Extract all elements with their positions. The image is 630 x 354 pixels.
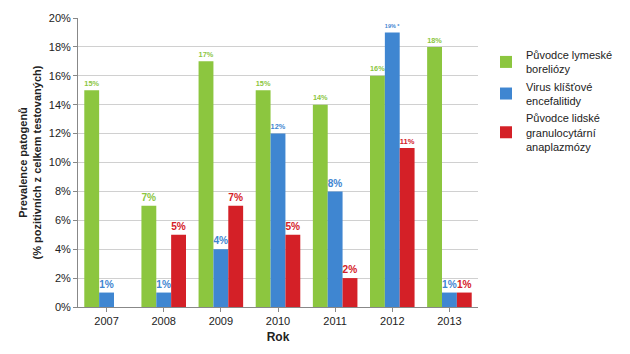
svg-text:18%: 18% bbox=[49, 41, 71, 53]
svg-text:Původce lidskégranulocytárnían: Původce lidskégranulocytárníanaplazmózy bbox=[526, 112, 600, 153]
svg-text:5%: 5% bbox=[285, 221, 300, 232]
svg-text:18%: 18% bbox=[427, 36, 442, 45]
svg-text:19% *: 19% * bbox=[385, 23, 400, 29]
svg-text:4%: 4% bbox=[213, 235, 228, 246]
svg-text:Původce lymeskéboreliózy: Původce lymeskéboreliózy bbox=[526, 49, 612, 75]
svg-text:2013: 2013 bbox=[437, 315, 461, 327]
svg-text:15%: 15% bbox=[256, 79, 271, 88]
svg-text:5%: 5% bbox=[171, 221, 186, 232]
svg-text:12%: 12% bbox=[271, 122, 286, 131]
svg-text:2010: 2010 bbox=[266, 315, 290, 327]
svg-text:20%: 20% bbox=[49, 12, 71, 24]
svg-text:2011: 2011 bbox=[323, 315, 347, 327]
svg-text:0%: 0% bbox=[55, 301, 71, 313]
svg-text:16%: 16% bbox=[370, 64, 385, 73]
svg-text:2%: 2% bbox=[343, 264, 358, 275]
svg-text:17%: 17% bbox=[199, 50, 214, 59]
svg-text:2%: 2% bbox=[55, 272, 71, 284]
svg-text:1%: 1% bbox=[442, 279, 457, 290]
svg-text:10%: 10% bbox=[49, 156, 71, 168]
svg-text:14%: 14% bbox=[313, 93, 328, 102]
svg-text:11%: 11% bbox=[400, 137, 415, 146]
svg-text:8%: 8% bbox=[328, 178, 343, 189]
svg-text:4%: 4% bbox=[55, 243, 71, 255]
svg-text:1%: 1% bbox=[457, 279, 472, 290]
svg-text:14%: 14% bbox=[49, 99, 71, 111]
svg-text:1%: 1% bbox=[156, 279, 171, 290]
svg-text:2008: 2008 bbox=[151, 315, 175, 327]
svg-text:7%: 7% bbox=[228, 192, 243, 203]
svg-text:2009: 2009 bbox=[209, 315, 233, 327]
svg-text:8%: 8% bbox=[55, 185, 71, 197]
svg-text:Rok: Rok bbox=[267, 330, 290, 344]
svg-text:2007: 2007 bbox=[94, 315, 118, 327]
svg-text:15%: 15% bbox=[84, 79, 99, 88]
svg-text:7%: 7% bbox=[141, 192, 156, 203]
svg-text:12%: 12% bbox=[49, 127, 71, 139]
svg-text:Virus klíšťovéencefalitidy: Virus klíšťovéencefalitidy bbox=[526, 81, 592, 107]
svg-text:6%: 6% bbox=[55, 214, 71, 226]
svg-text:1%: 1% bbox=[99, 279, 114, 290]
svg-text:16%: 16% bbox=[49, 70, 71, 82]
svg-text:Prevalence patogenů(% pozitivn: Prevalence patogenů(% pozitivních z celk… bbox=[17, 65, 43, 259]
svg-text:2012: 2012 bbox=[380, 315, 404, 327]
